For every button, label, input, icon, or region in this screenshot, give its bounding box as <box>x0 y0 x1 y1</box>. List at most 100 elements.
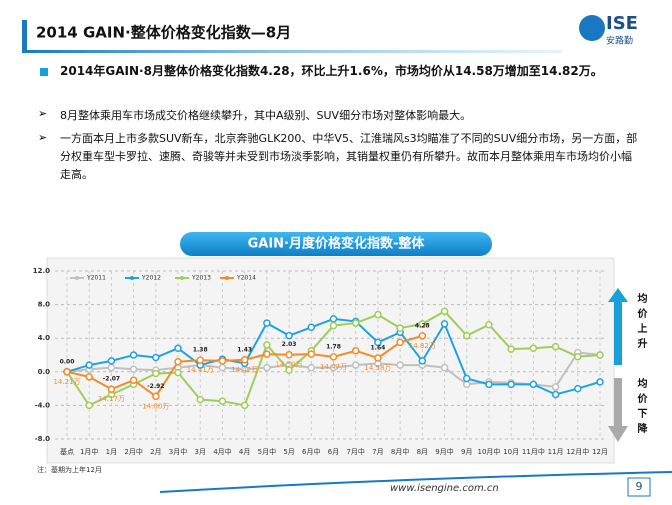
marker <box>285 331 293 340</box>
x-tick-label: 3月中 <box>169 447 187 456</box>
marker <box>129 365 138 374</box>
legend-marker <box>225 276 229 280</box>
y-tick-label: 4.0 <box>38 334 51 342</box>
x-tick-label: 9月 <box>461 448 472 456</box>
legend-label: Y2014 <box>236 275 256 282</box>
marker <box>551 390 560 399</box>
legend-marker <box>75 276 79 280</box>
price-annotation: 14.58万 <box>364 364 391 372</box>
legend-label: Y2012 <box>141 275 161 282</box>
marker <box>263 341 271 349</box>
footer-url: www.isengine.com.cn <box>390 483 499 494</box>
marker <box>196 356 204 364</box>
marker <box>240 356 249 364</box>
x-tick-label: 10月 <box>503 448 519 456</box>
x-tick-label: 2月 <box>150 448 161 456</box>
marker <box>485 321 493 329</box>
price-annotation: 14.47万 <box>320 363 347 371</box>
marker <box>174 344 182 353</box>
marker <box>263 363 271 372</box>
marker <box>218 397 227 405</box>
marker <box>129 376 138 384</box>
value-label: 2.03 <box>282 341 297 348</box>
x-tick-label: 5月 <box>283 448 294 456</box>
bullet-square <box>40 68 48 76</box>
marker <box>307 363 316 372</box>
marker <box>329 363 338 372</box>
marker <box>129 351 138 359</box>
y-tick-label: 12.0 <box>33 267 50 275</box>
legend-label: Y2011 <box>86 275 106 282</box>
title-underline <box>22 50 562 53</box>
marker <box>418 332 427 340</box>
x-tick-label: 12月 <box>592 448 608 456</box>
value-label: 1.43 <box>237 346 252 353</box>
slide-title: 2014 GAIN·整体价格变化指数—8月 <box>36 24 291 42</box>
marker <box>351 319 360 327</box>
bullet-text: 8月整体乘用车市场成交价格继续攀升，其中A级别、SUV细分市场对整体影响最大。 <box>60 109 472 122</box>
marker <box>596 378 604 386</box>
marker <box>463 380 471 389</box>
x-tick-label: 3月 <box>195 448 206 456</box>
marker <box>463 374 471 383</box>
marker <box>374 338 382 347</box>
marker <box>551 342 560 351</box>
marker <box>307 350 316 358</box>
marker <box>329 353 338 361</box>
x-tick-label: 基点 <box>60 447 74 456</box>
x-tick-label: 4月 <box>239 448 250 456</box>
marker <box>351 347 360 355</box>
value-label: 0.00 <box>60 358 75 365</box>
page-number: 9 <box>636 480 643 493</box>
x-tick-label: 11月 <box>548 448 564 456</box>
x-tick-label: 8月 <box>417 448 428 456</box>
bullet-arrow: ➢ <box>38 131 48 144</box>
marker <box>285 350 293 359</box>
marker <box>263 319 271 327</box>
x-tick-label: 7月中 <box>346 447 364 456</box>
marker <box>107 363 116 372</box>
x-tick-label: 6月 <box>328 448 339 456</box>
price-annotation: 14.50万 <box>276 361 303 369</box>
x-tick-label: 9月中 <box>435 447 453 456</box>
logo: ISE <box>606 13 638 34</box>
plot-bg <box>46 257 615 464</box>
marker <box>418 357 427 365</box>
x-tick-label: 5月中 <box>258 447 276 456</box>
x-tick-label: 10月中 <box>477 447 500 456</box>
chart-title: GAIN·月度价格变化指数-整体 <box>248 236 426 252</box>
marker <box>174 368 182 377</box>
marker <box>396 338 404 347</box>
marker <box>529 380 538 389</box>
marker <box>152 369 160 378</box>
legend-label: Y2013 <box>191 275 211 282</box>
value-label: 1.38 <box>193 347 208 354</box>
footer-line <box>159 471 672 493</box>
x-tick-label: 4月中 <box>213 447 231 456</box>
marker <box>85 361 93 369</box>
y-tick-label: 0.0 <box>38 368 51 376</box>
x-tick-label: 8月中 <box>391 447 409 456</box>
marker <box>507 345 515 353</box>
x-tick-label: 12月中 <box>566 447 589 456</box>
marker <box>440 363 449 372</box>
marker <box>307 323 316 332</box>
value-label: 1.64 <box>371 345 386 352</box>
value-label: -2.07 <box>103 376 120 383</box>
marker <box>63 368 71 376</box>
marker <box>107 357 116 365</box>
x-tick-label: 7月 <box>372 448 383 456</box>
marker <box>196 395 204 404</box>
value-label: 1.78 <box>326 343 341 350</box>
marker <box>551 383 560 391</box>
marker <box>374 310 382 319</box>
y-tick-label: -8.0 <box>35 435 50 443</box>
price-annotation: 14.17万 <box>98 395 125 403</box>
marker <box>396 361 404 369</box>
bullet-text: 2014年GAIN·8月整体价格变化指数4.28，环比上升1.6%，市场均价从1… <box>60 64 603 78</box>
marker <box>240 401 249 410</box>
marker <box>485 380 493 389</box>
marker <box>396 324 404 332</box>
